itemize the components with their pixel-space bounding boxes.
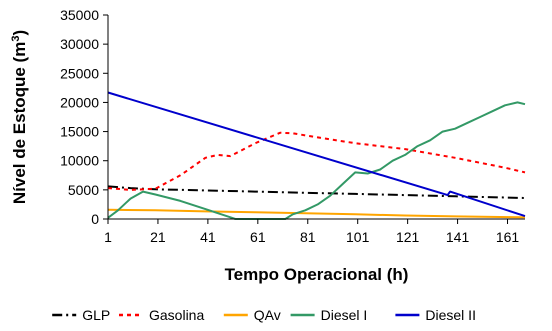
y-tick-label: 20000 <box>60 94 99 110</box>
x-ticks: 1 21 41 61 81 101 121 141 161 <box>104 219 519 245</box>
series-line-diesel-ii <box>107 91 526 218</box>
x-tick-label: 141 <box>446 229 470 245</box>
series-line-diesel-i <box>107 101 526 220</box>
legend-label: Diesel II <box>425 307 476 323</box>
y-ticks: 0 5000 10000 15000 20000 25000 30000 35000 <box>60 7 108 227</box>
legend-label: GLP <box>82 307 110 323</box>
x-axis-title: Tempo Operacional (h) <box>225 265 409 284</box>
series-line-gasolina <box>107 131 526 191</box>
series-group <box>107 91 526 220</box>
x-tick-label: 121 <box>396 229 420 245</box>
x-tick-label: 1 <box>104 229 112 245</box>
x-tick-label: 41 <box>200 229 216 245</box>
series-line-qav <box>107 208 526 219</box>
y-tick-label: 0 <box>91 211 99 227</box>
y-axis-title: Nível de Estoque (m3) <box>10 30 29 204</box>
y-tick-label: 25000 <box>60 65 99 81</box>
x-tick-label: 81 <box>300 229 316 245</box>
legend: GLP Gasolina QAv Diesel I Diesel II <box>52 307 476 323</box>
x-tick-label: 161 <box>496 229 520 245</box>
y-tick-label: 15000 <box>60 124 99 140</box>
y-axis-title-superscript: 3 <box>10 36 22 42</box>
axes-group <box>107 15 525 220</box>
x-tick-label: 61 <box>250 229 266 245</box>
y-tick-label: 35000 <box>60 7 99 23</box>
y-tick-label: 30000 <box>60 36 99 52</box>
y-tick-label: 5000 <box>68 182 99 198</box>
legend-label: Diesel I <box>321 307 368 323</box>
y-tick-label: 10000 <box>60 153 99 169</box>
x-tick-label: 101 <box>346 229 370 245</box>
legend-label: QAv <box>254 307 281 323</box>
y-axis-title-main: Nível de Estoque (m <box>10 42 29 204</box>
x-tick-label: 21 <box>150 229 166 245</box>
y-axis-title-close: ) <box>10 30 29 36</box>
legend-label: Gasolina <box>149 307 204 323</box>
